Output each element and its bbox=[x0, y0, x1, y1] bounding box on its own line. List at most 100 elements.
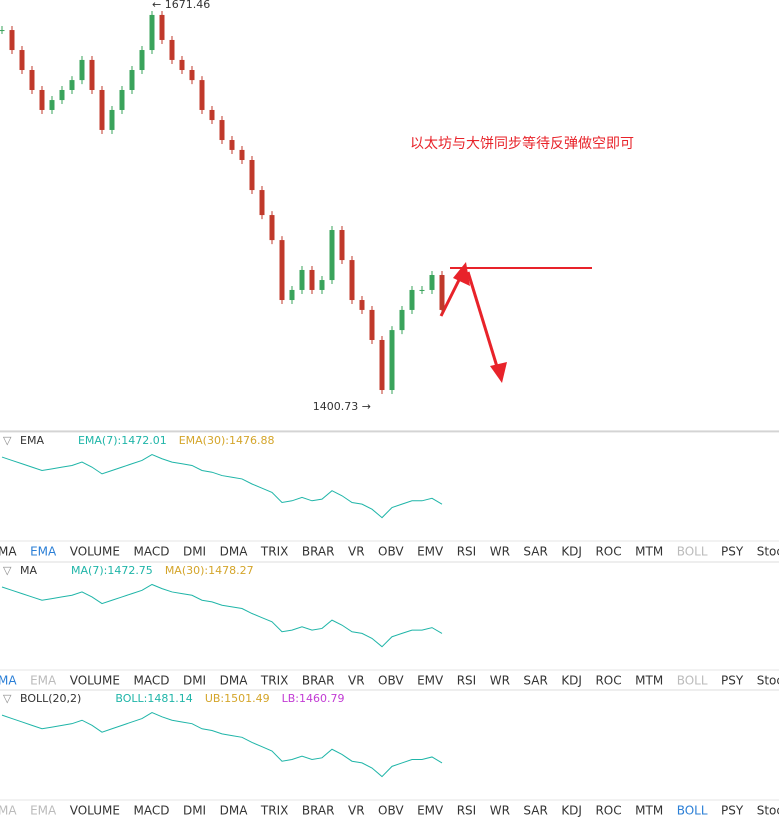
indicator-tab[interactable]: PSY bbox=[721, 545, 744, 559]
candle bbox=[199, 80, 205, 110]
low-label: 1400.73 → bbox=[313, 400, 371, 413]
indicator-tab[interactable]: MA bbox=[0, 674, 17, 688]
indicator-tab[interactable]: VOLUME bbox=[70, 545, 120, 559]
indicator-tab[interactable]: BOLL bbox=[677, 804, 708, 818]
indicator-tab[interactable]: VOLUME bbox=[70, 804, 120, 818]
candle bbox=[309, 269, 315, 290]
indicator-tab[interactable]: EMV bbox=[417, 804, 444, 818]
candle bbox=[379, 339, 385, 391]
indicator-tab[interactable]: MACD bbox=[133, 545, 169, 559]
indicator-tab[interactable]: RSI bbox=[457, 545, 477, 559]
indicator-tab[interactable]: DMA bbox=[220, 674, 249, 688]
indicator-tab[interactable]: DMA bbox=[220, 804, 249, 818]
pane-toggle: ▽ bbox=[3, 564, 12, 577]
indicator-tab[interactable]: SAR bbox=[523, 804, 547, 818]
indicator-tab[interactable]: VR bbox=[348, 804, 365, 818]
indicator-tab[interactable]: TRIX bbox=[260, 804, 288, 818]
candle bbox=[399, 309, 405, 331]
indicator-tab[interactable]: MA bbox=[0, 804, 17, 818]
candle bbox=[409, 289, 415, 310]
indicator-tab[interactable]: KDJ bbox=[561, 674, 582, 688]
candle bbox=[269, 215, 275, 241]
indicator-tab[interactable]: EMA bbox=[30, 545, 57, 559]
indicator-tab[interactable]: WR bbox=[490, 674, 510, 688]
indicator-tab[interactable]: ROC bbox=[595, 545, 621, 559]
indicator-tab[interactable]: StochRSI bbox=[757, 804, 779, 818]
indicator-tab[interactable]: EMA bbox=[30, 804, 57, 818]
candle bbox=[0, 30, 5, 32]
indicator-tab[interactable]: DMA bbox=[220, 545, 249, 559]
indicator-value: EMA(30):1476.88 bbox=[179, 434, 275, 447]
indicator-tab[interactable]: SAR bbox=[523, 545, 547, 559]
indicator-tab[interactable]: EMV bbox=[417, 674, 444, 688]
indicator-tab[interactable]: PSY bbox=[721, 804, 744, 818]
indicator-tab[interactable]: DMI bbox=[183, 674, 206, 688]
candle bbox=[89, 59, 95, 90]
indicator-tab[interactable]: EMA bbox=[30, 674, 57, 688]
indicator-tab[interactable]: StochRSI bbox=[757, 545, 779, 559]
indicator-tab[interactable]: RSI bbox=[457, 674, 477, 688]
indicator-tab[interactable]: ROC bbox=[595, 804, 621, 818]
indicator-tab[interactable]: OBV bbox=[378, 804, 404, 818]
indicator-tab[interactable]: OBV bbox=[378, 545, 404, 559]
candle bbox=[349, 260, 355, 301]
candle bbox=[129, 70, 135, 90]
candle bbox=[49, 100, 55, 110]
indicator-tab[interactable]: MTM bbox=[635, 674, 663, 688]
candle bbox=[39, 89, 45, 110]
indicator-tab[interactable]: MA bbox=[0, 545, 17, 559]
pane-toggle: ▽ bbox=[3, 434, 12, 447]
indicator-tab[interactable]: BRAR bbox=[302, 545, 335, 559]
candle bbox=[299, 269, 305, 290]
indicator-tab[interactable]: DMI bbox=[183, 804, 206, 818]
candle bbox=[99, 89, 105, 130]
indicator-tab[interactable]: WR bbox=[490, 804, 510, 818]
indicator-tab[interactable]: KDJ bbox=[561, 804, 582, 818]
candle bbox=[69, 80, 75, 90]
indicator-value: BOLL:1481.14 bbox=[115, 692, 192, 705]
indicator-value: MA(7):1472.75 bbox=[71, 564, 153, 577]
indicator-tab[interactable]: VOLUME bbox=[70, 674, 120, 688]
indicator-tab[interactable]: BOLL bbox=[677, 674, 708, 688]
indicator-tab[interactable]: TRIX bbox=[260, 674, 288, 688]
candle bbox=[109, 109, 115, 130]
candle bbox=[289, 289, 295, 301]
indicator-tab[interactable]: ROC bbox=[595, 674, 621, 688]
indicator-tab[interactable]: RSI bbox=[457, 804, 477, 818]
indicator-line bbox=[1, 453, 443, 519]
indicator-tab[interactable]: BRAR bbox=[302, 804, 335, 818]
arrow-head bbox=[490, 362, 507, 383]
candle bbox=[19, 50, 25, 71]
indicator-tab[interactable]: StochRSI bbox=[757, 674, 779, 688]
indicator-tab[interactable]: BRAR bbox=[302, 674, 335, 688]
pane-name: BOLL(20,2) bbox=[20, 692, 81, 705]
indicator-value: MA(30):1478.27 bbox=[165, 564, 254, 577]
indicator-tab[interactable]: EMV bbox=[417, 545, 444, 559]
pane-name: EMA bbox=[20, 434, 44, 447]
candle bbox=[159, 14, 165, 40]
indicator-tab[interactable]: SAR bbox=[523, 674, 547, 688]
candle bbox=[319, 280, 325, 290]
indicator-tab[interactable]: OBV bbox=[378, 674, 404, 688]
annotation: 以太坊与大饼同步等待反弹做空即可 bbox=[410, 135, 634, 152]
candle bbox=[329, 230, 335, 281]
candle bbox=[139, 50, 145, 71]
indicator-tab[interactable]: BOLL bbox=[677, 545, 708, 559]
indicator-tab[interactable]: VR bbox=[348, 674, 365, 688]
candle bbox=[179, 59, 185, 71]
indicator-tab[interactable]: KDJ bbox=[561, 545, 582, 559]
candle bbox=[429, 275, 435, 290]
indicator-tab[interactable]: PSY bbox=[721, 674, 744, 688]
candle bbox=[209, 109, 215, 121]
candle bbox=[189, 70, 195, 81]
indicator-tab[interactable]: MTM bbox=[635, 804, 663, 818]
indicator-tab[interactable]: WR bbox=[490, 545, 510, 559]
indicator-tab[interactable]: TRIX bbox=[260, 545, 288, 559]
indicator-tab[interactable]: VR bbox=[348, 545, 365, 559]
high-label: ← 1671.46 bbox=[152, 0, 210, 11]
indicator-tab[interactable]: MTM bbox=[635, 545, 663, 559]
indicator-tab[interactable]: MACD bbox=[133, 674, 169, 688]
indicator-tab[interactable]: DMI bbox=[183, 545, 206, 559]
indicator-tab[interactable]: MACD bbox=[133, 804, 169, 818]
